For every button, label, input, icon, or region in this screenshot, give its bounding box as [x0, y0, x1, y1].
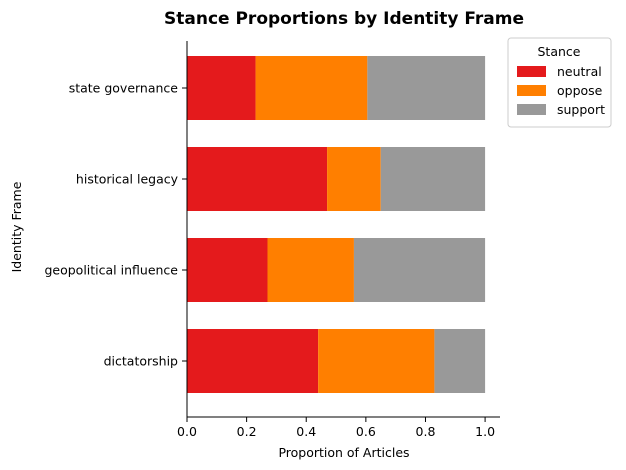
legend-title: Stance: [538, 44, 581, 59]
bar-oppose-dictatorship: [318, 329, 435, 393]
bars-group: [187, 56, 486, 393]
bar-oppose-state-governance: [255, 56, 368, 120]
bar-support-geopolitical-influence: [353, 238, 486, 302]
bar-support-historical-legacy: [380, 147, 486, 211]
chart-title: Stance Proportions by Identity Frame: [164, 9, 524, 29]
bar-support-state-governance: [367, 56, 486, 120]
bar-neutral-state-governance: [187, 56, 256, 120]
legend-items: neutral oppose support: [517, 64, 605, 117]
x-tick-label: 0.0: [177, 424, 197, 439]
bar-oppose-geopolitical-influence: [267, 238, 354, 302]
legend-swatch-neutral: [517, 66, 546, 77]
legend-label-neutral: neutral: [557, 64, 602, 79]
bar-neutral-geopolitical-influence: [187, 238, 268, 302]
x-axis-label: Proportion of Articles: [278, 445, 409, 460]
y-tick-label: dictatorship: [104, 354, 178, 369]
bar-neutral-historical-legacy: [187, 147, 328, 211]
x-tick-label: 0.8: [416, 424, 436, 439]
bar-support-dictatorship: [434, 329, 486, 393]
bar-neutral-dictatorship: [187, 329, 319, 393]
y-tick-label: geopolitical influence: [44, 263, 178, 278]
y-tick-label: historical legacy: [76, 172, 179, 187]
legend-swatch-oppose: [517, 85, 546, 96]
legend: Stance neutral oppose support: [507, 37, 612, 128]
x-tick-label: 0.2: [237, 424, 257, 439]
legend-swatch-support: [517, 104, 546, 115]
y-axis-label: Identity Frame: [9, 181, 24, 272]
x-tick-label: 0.6: [356, 424, 376, 439]
legend-label-support: support: [557, 102, 605, 117]
bar-oppose-historical-legacy: [327, 147, 381, 211]
x-tick-label: 1.0: [475, 424, 495, 439]
y-tick-label: state governance: [69, 81, 179, 96]
axes-group: 0.0 0.2 0.4 0.6 0.8 1.0 state governance histor…: [44, 41, 500, 439]
x-tick-label: 0.4: [296, 424, 316, 439]
legend-label-oppose: oppose: [557, 83, 603, 98]
